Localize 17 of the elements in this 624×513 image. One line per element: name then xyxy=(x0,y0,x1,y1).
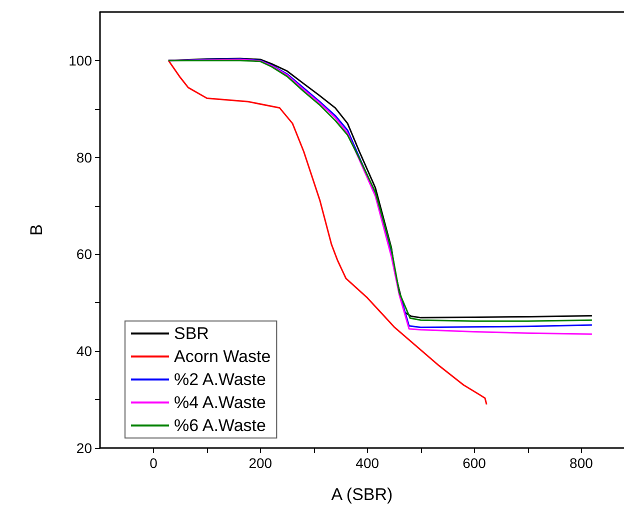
y-tick-label: 80 xyxy=(76,149,92,166)
x-tick-label: 200 xyxy=(248,455,272,471)
y-tick-label: 60 xyxy=(76,246,92,262)
y-tick-label: 40 xyxy=(76,343,92,360)
y-axis-title: B xyxy=(27,224,46,236)
y-tick-label: 20 xyxy=(76,440,92,456)
x-tick-label: 600 xyxy=(462,455,486,471)
x-axis-title: A (SBR) xyxy=(331,485,393,504)
legend-label: Acorn Waste xyxy=(174,347,271,366)
legend-label: %2 A.Waste xyxy=(174,370,266,389)
legend-label: %4 A.Waste xyxy=(174,393,266,412)
legend-label: %6 A.Waste xyxy=(174,416,266,435)
x-tick-label: 0 xyxy=(150,455,158,471)
y-tick-label: 100 xyxy=(68,52,92,68)
x-tick-label: 400 xyxy=(356,455,380,471)
x-tick-label: 800 xyxy=(570,455,594,471)
legend-label: SBR xyxy=(174,324,209,343)
